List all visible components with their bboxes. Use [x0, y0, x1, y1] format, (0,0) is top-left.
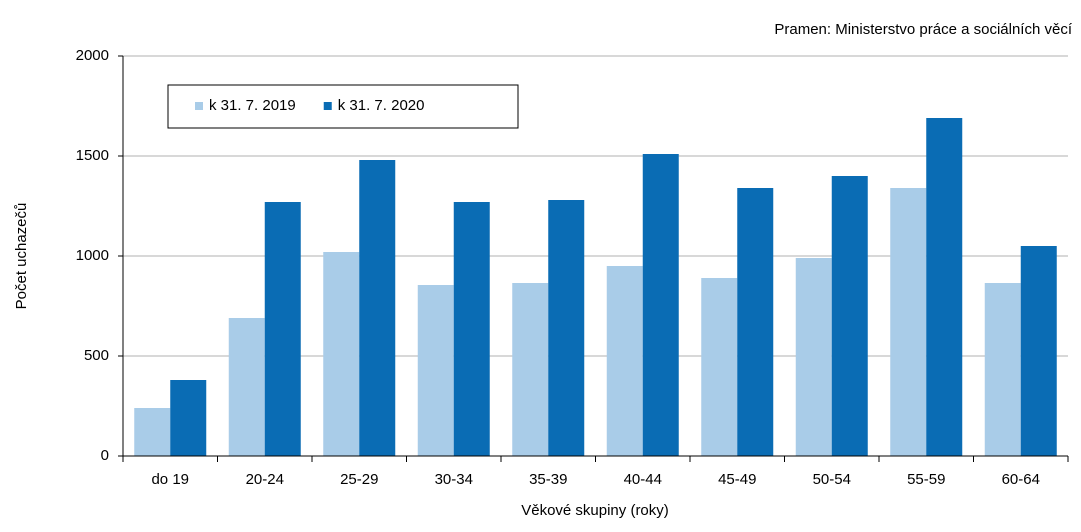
legend-swatch: [195, 102, 203, 110]
x-axis-label: Věkové skupiny (roky): [521, 502, 669, 519]
y-tick-label: 500: [84, 347, 109, 364]
bar: [701, 278, 738, 456]
bar: [890, 188, 927, 456]
x-tick-label: 25-29: [340, 471, 378, 488]
y-tick-label: 0: [101, 447, 109, 464]
x-tick-label: 40-44: [624, 471, 662, 488]
bar: [926, 118, 963, 456]
bar: [417, 285, 454, 456]
legend-label: k 31. 7. 2020: [338, 97, 425, 114]
bar: [228, 318, 265, 456]
bar: [264, 202, 301, 456]
x-tick-label: 50-54: [813, 471, 851, 488]
x-tick-label: 35-39: [529, 471, 567, 488]
bar: [359, 160, 396, 456]
legend-box: [167, 84, 519, 129]
bar: [323, 252, 360, 456]
bar: [984, 283, 1021, 456]
y-tick-label: 1000: [76, 247, 109, 264]
y-tick-label: 2000: [76, 47, 109, 64]
x-tick-label: 45-49: [718, 471, 756, 488]
bar: [512, 283, 549, 456]
bar: [831, 176, 868, 456]
bar: [795, 258, 832, 456]
x-tick-label: do 19: [151, 471, 189, 488]
bar: [134, 408, 171, 456]
legend-label: k 31. 7. 2019: [209, 97, 296, 114]
x-tick-label: 60-64: [1002, 471, 1040, 488]
x-tick-label: 55-59: [907, 471, 945, 488]
legend-swatch: [323, 102, 332, 110]
bar: [170, 380, 207, 456]
y-axis-label: Počet uchazečů: [13, 203, 30, 310]
bar: [453, 202, 490, 456]
bar: [548, 200, 585, 456]
bar: [606, 266, 643, 456]
bar: [1020, 246, 1057, 456]
x-tick-label: 20-24: [246, 471, 284, 488]
x-tick-label: 30-34: [435, 471, 473, 488]
bar: [737, 188, 774, 456]
bar: [642, 154, 679, 456]
source-note: Pramen: Ministerstvo práce a sociálních …: [774, 21, 1072, 38]
y-tick-label: 1500: [76, 147, 109, 164]
